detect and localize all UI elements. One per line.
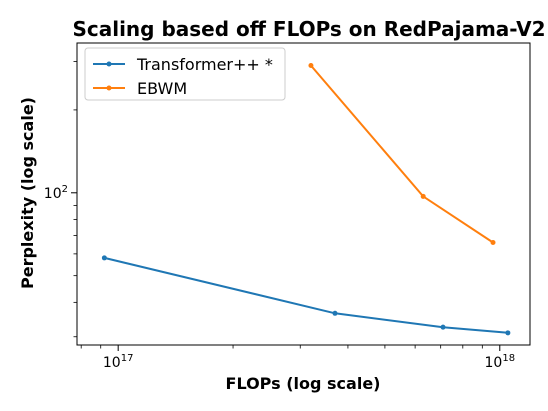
data-point-0: [332, 310, 338, 316]
y-tick-label: 102: [44, 184, 68, 202]
legend-marker-1: [106, 85, 112, 91]
chart-title: Scaling based off FLOPs on RedPajama-V2: [72, 17, 545, 41]
y-axis-label: Perplexity (log scale): [18, 97, 37, 289]
legend-marker-0: [106, 61, 112, 67]
x-axis-label: FLOPs (log scale): [226, 374, 381, 393]
legend-label-0: Transformer++ *: [136, 55, 273, 74]
legend-label-1: EBWM: [137, 79, 187, 98]
data-point-1: [420, 193, 426, 199]
x-tick-label: 1017: [103, 353, 134, 371]
data-point-0: [505, 330, 511, 336]
data-point-1: [490, 239, 496, 245]
data-point-0: [101, 255, 107, 261]
x-tick-label: 1018: [485, 353, 516, 371]
series-line-0: [104, 256, 508, 334]
plot-area: 1017 1018 102 Transformer++ * EBWM: [44, 42, 531, 371]
axes-frame: [76, 42, 531, 346]
series-line-1: [310, 64, 494, 244]
data-point-0: [440, 324, 446, 330]
legend-box: [84, 47, 286, 101]
data-point-1: [308, 62, 314, 68]
